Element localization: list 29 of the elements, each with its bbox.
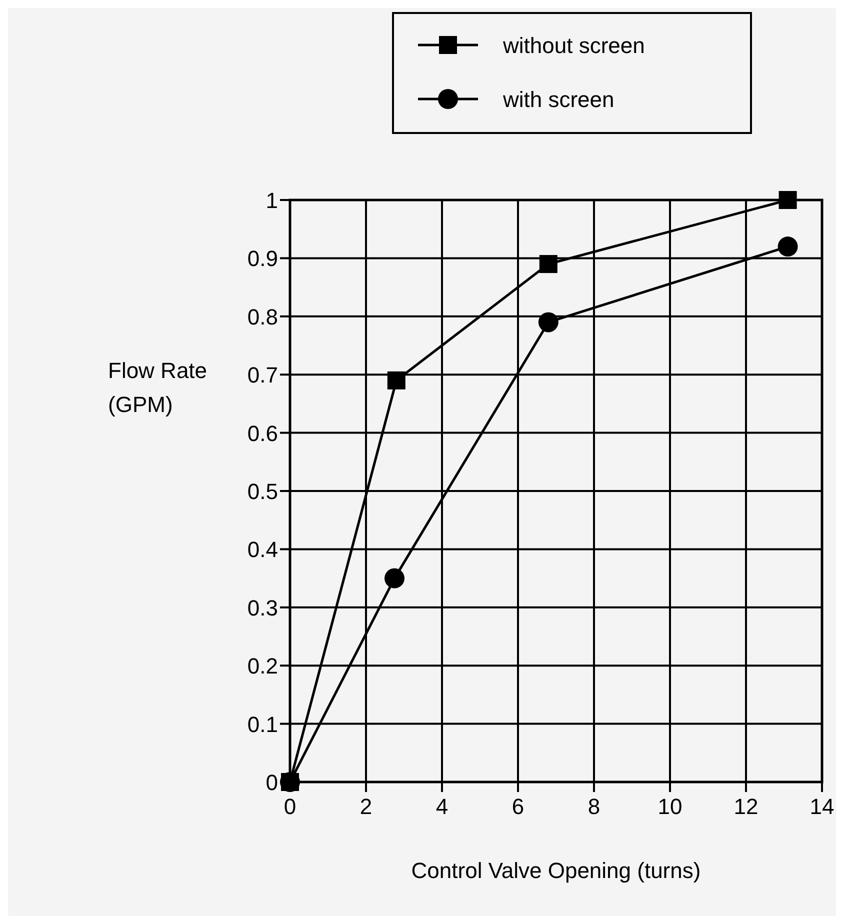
y-tick-label: 0.7 bbox=[247, 362, 278, 388]
x-tick-label: 8 bbox=[588, 794, 600, 819]
legend-label: without screen bbox=[502, 33, 645, 58]
y-tick-label: 0.1 bbox=[247, 712, 278, 737]
y-tick-label: 1 bbox=[266, 188, 278, 213]
point bbox=[778, 236, 798, 257]
y-tick-label: 0.8 bbox=[247, 304, 278, 330]
x-tick-label: 12 bbox=[734, 794, 758, 819]
y-tick-label: 0.3 bbox=[247, 595, 278, 620]
y-tick-label: 0.2 bbox=[247, 654, 278, 679]
x-tick-label: 4 bbox=[436, 794, 448, 819]
point bbox=[387, 371, 406, 390]
point bbox=[539, 255, 558, 274]
y-tick-label: 0.5 bbox=[247, 479, 278, 504]
y-axis-title: Flow Rate (GPM) bbox=[108, 358, 208, 417]
y-tick-label: 0.9 bbox=[247, 246, 278, 272]
point bbox=[538, 312, 558, 332]
point bbox=[384, 568, 404, 588]
x-tick-label: 14 bbox=[810, 794, 834, 819]
x-tick-label: 0 bbox=[284, 794, 296, 819]
legend-label: with screen bbox=[502, 87, 614, 112]
y-tick-label: 0.4 bbox=[247, 537, 278, 562]
x-axis-title: Control Valve Opening (turns) bbox=[411, 858, 701, 883]
y-tick-label: 0 bbox=[266, 770, 278, 795]
x-tick-label: 2 bbox=[360, 794, 372, 819]
y-tick-label: 0.6 bbox=[247, 420, 278, 446]
point bbox=[778, 191, 797, 209]
x-tick-label: 6 bbox=[512, 794, 524, 819]
x-tick-label: 10 bbox=[658, 794, 682, 819]
